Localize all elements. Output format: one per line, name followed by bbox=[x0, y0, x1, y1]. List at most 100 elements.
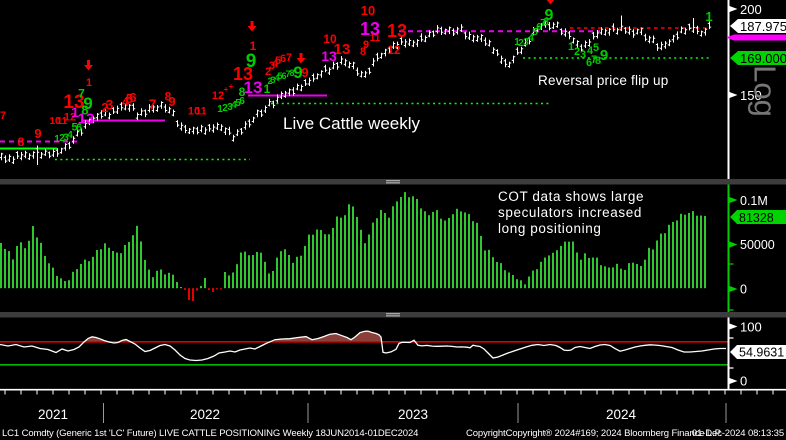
svg-text:4: 4 bbox=[274, 73, 279, 83]
svg-text:13: 13 bbox=[387, 21, 407, 41]
svg-text:5: 5 bbox=[532, 27, 538, 38]
svg-text:5: 5 bbox=[277, 71, 282, 81]
svg-text:Reversal price flip up: Reversal price flip up bbox=[538, 73, 668, 88]
svg-text:1: 1 bbox=[86, 77, 92, 89]
svg-text:10: 10 bbox=[361, 3, 375, 18]
svg-text:4: 4 bbox=[272, 58, 279, 70]
svg-text:3: 3 bbox=[523, 37, 529, 48]
svg-text:7: 7 bbox=[540, 18, 546, 29]
svg-text:9: 9 bbox=[600, 47, 608, 64]
svg-text:6: 6 bbox=[129, 90, 136, 105]
svg-text:5: 5 bbox=[126, 91, 133, 106]
svg-text:8: 8 bbox=[360, 46, 366, 58]
svg-text:13: 13 bbox=[334, 41, 351, 58]
svg-text:1: 1 bbox=[250, 39, 257, 53]
svg-text:5: 5 bbox=[593, 42, 599, 54]
svg-text:5: 5 bbox=[235, 98, 241, 109]
svg-text:187.975: 187.975 bbox=[740, 19, 786, 34]
svg-text:4: 4 bbox=[122, 94, 130, 109]
svg-text:7: 7 bbox=[285, 69, 290, 79]
svg-text:9: 9 bbox=[301, 65, 308, 80]
svg-text:81328: 81328 bbox=[739, 211, 774, 225]
svg-text:7: 7 bbox=[149, 96, 157, 112]
svg-text:LC1 Comdty (Generic 1st 'LC' F: LC1 Comdty (Generic 1st 'LC' Future) LIV… bbox=[2, 428, 418, 439]
svg-text:8: 8 bbox=[18, 135, 25, 149]
svg-text:6: 6 bbox=[586, 57, 592, 69]
svg-text:speculators increased: speculators increased bbox=[498, 205, 642, 220]
svg-text:9: 9 bbox=[168, 94, 175, 109]
svg-text:2024: 2024 bbox=[606, 407, 637, 422]
svg-text:10: 10 bbox=[188, 106, 200, 118]
svg-text:100: 100 bbox=[740, 320, 762, 335]
svg-text:6: 6 bbox=[76, 122, 82, 134]
svg-text:12: 12 bbox=[387, 43, 401, 57]
svg-text:0.1M: 0.1M bbox=[740, 194, 768, 208]
svg-text:01-Dec-2024 08:13:35: 01-Dec-2024 08:13:35 bbox=[692, 428, 784, 439]
svg-text:13: 13 bbox=[360, 19, 380, 39]
svg-text:2022: 2022 bbox=[190, 407, 220, 422]
svg-text:11: 11 bbox=[370, 33, 381, 44]
svg-text:9: 9 bbox=[83, 94, 92, 113]
svg-text:0: 0 bbox=[740, 283, 747, 297]
svg-text:+: + bbox=[224, 85, 229, 94]
svg-text:+: + bbox=[229, 82, 234, 91]
svg-text:2: 2 bbox=[267, 76, 272, 86]
svg-text:1: 1 bbox=[568, 41, 574, 53]
svg-text:8: 8 bbox=[239, 85, 246, 99]
svg-text:1: 1 bbox=[514, 37, 520, 48]
svg-text:10: 10 bbox=[49, 116, 61, 127]
svg-text:7: 7 bbox=[78, 87, 85, 101]
svg-text:6: 6 bbox=[536, 22, 542, 33]
svg-text:200: 200 bbox=[740, 2, 762, 17]
svg-text:Log: Log bbox=[748, 65, 783, 117]
svg-text:7: 7 bbox=[286, 52, 292, 64]
svg-text:12: 12 bbox=[212, 90, 224, 102]
svg-text:3: 3 bbox=[63, 133, 69, 144]
svg-text:4: 4 bbox=[231, 100, 237, 111]
svg-text:CopyrightCopyright® 2024#169;: CopyrightCopyright® 2024#169; 2024 Bloom… bbox=[466, 428, 722, 439]
svg-text:13: 13 bbox=[321, 48, 337, 64]
svg-text:2: 2 bbox=[518, 38, 524, 49]
svg-text:150: 150 bbox=[740, 88, 762, 103]
svg-text:12: 12 bbox=[64, 112, 76, 124]
svg-text:4: 4 bbox=[67, 130, 73, 141]
svg-text:7: 7 bbox=[0, 110, 6, 122]
svg-text:5: 5 bbox=[71, 122, 77, 134]
svg-text:0: 0 bbox=[740, 374, 747, 389]
svg-text:2: 2 bbox=[574, 46, 580, 58]
svg-text:9: 9 bbox=[545, 7, 554, 24]
svg-text:54.9631: 54.9631 bbox=[739, 346, 784, 360]
svg-text:long positioning: long positioning bbox=[498, 221, 601, 236]
svg-text:1: 1 bbox=[264, 82, 271, 96]
svg-text:11: 11 bbox=[57, 116, 68, 127]
svg-text:3: 3 bbox=[269, 60, 275, 72]
svg-text:2: 2 bbox=[222, 103, 228, 114]
svg-text:3: 3 bbox=[270, 75, 275, 85]
svg-text:7: 7 bbox=[591, 54, 597, 66]
svg-text:1: 1 bbox=[54, 134, 60, 145]
svg-text:13: 13 bbox=[244, 78, 263, 97]
svg-text:8: 8 bbox=[595, 55, 601, 67]
svg-text:10: 10 bbox=[323, 32, 337, 46]
svg-text:11: 11 bbox=[195, 106, 207, 118]
svg-text:2023: 2023 bbox=[398, 407, 428, 422]
svg-text:13: 13 bbox=[63, 92, 84, 113]
svg-text:8: 8 bbox=[543, 17, 549, 28]
svg-text:13: 13 bbox=[78, 111, 95, 128]
svg-text:Live Cattle weekly: Live Cattle weekly bbox=[283, 114, 421, 133]
svg-text:6: 6 bbox=[280, 53, 286, 65]
svg-text:9: 9 bbox=[246, 51, 257, 72]
svg-text:2: 2 bbox=[101, 100, 108, 115]
svg-text:2021: 2021 bbox=[38, 407, 68, 422]
svg-text:1: 1 bbox=[71, 104, 79, 120]
svg-text:3: 3 bbox=[106, 97, 114, 113]
svg-text:1: 1 bbox=[217, 104, 223, 115]
svg-text:8: 8 bbox=[289, 68, 294, 78]
svg-text:1: 1 bbox=[705, 9, 712, 24]
svg-text:3: 3 bbox=[580, 49, 586, 61]
svg-text:3: 3 bbox=[227, 102, 233, 113]
svg-text:8: 8 bbox=[165, 90, 172, 104]
svg-text:COT data shows large: COT data shows large bbox=[498, 189, 644, 204]
svg-text:4: 4 bbox=[528, 33, 534, 44]
svg-text:169.000: 169.000 bbox=[740, 51, 786, 66]
